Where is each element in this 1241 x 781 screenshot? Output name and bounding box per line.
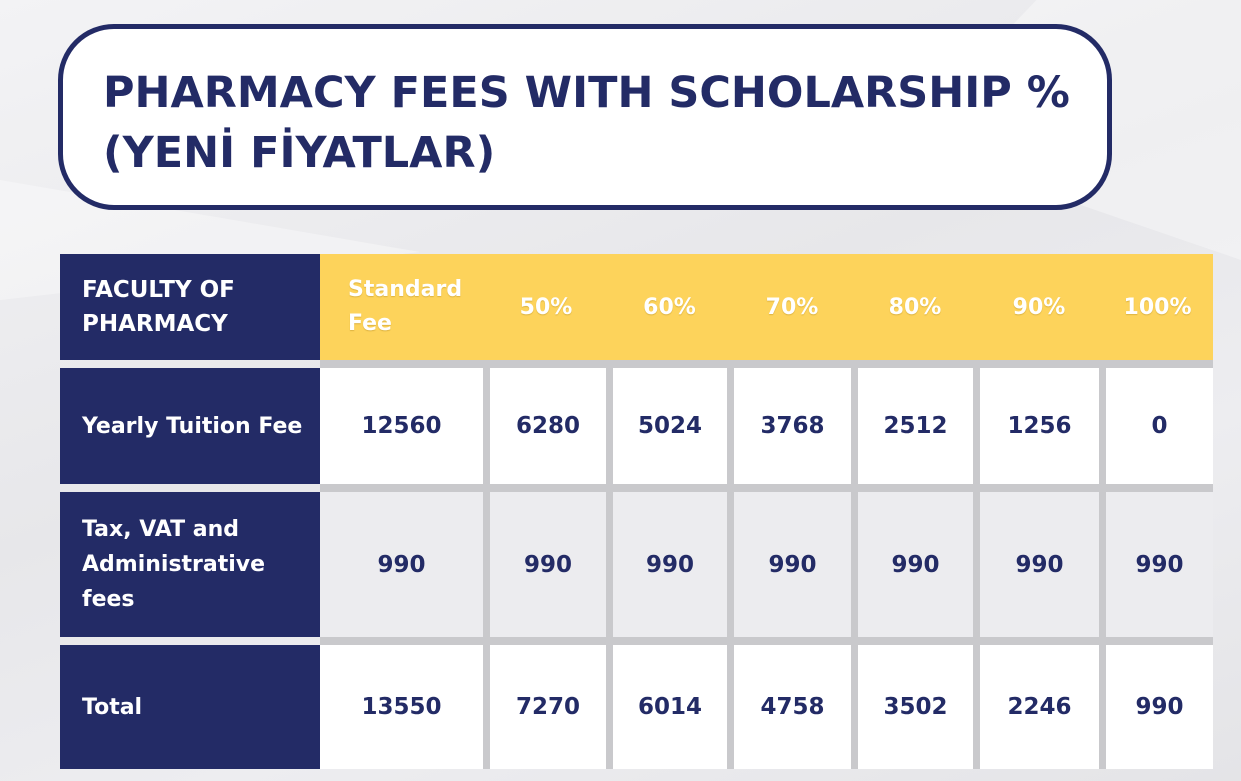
column-header-50: 50% [519, 294, 573, 320]
table-row [320, 368, 1213, 484]
column-divider [606, 360, 613, 769]
page-title: PHARMACY FEES WITH SCHOLARSHIP % (YENİ F… [103, 63, 1070, 183]
column-divider [483, 360, 490, 769]
row-label-line: Yearly Tuition Fee [82, 413, 303, 439]
column-header-90: 90% [1012, 294, 1066, 320]
table-cell: 6014 [637, 694, 702, 720]
table-body: 12560 6280 5024 3768 2512 1256 0 990 990… [320, 360, 1213, 769]
row-label-column: FACULTY OF PHARMACY Yearly Tuition Fee T… [60, 254, 320, 769]
table-row [320, 645, 1213, 769]
title-box: PHARMACY FEES WITH SCHOLARSHIP % (YENİ F… [58, 24, 1112, 210]
row-label-line: fees [82, 587, 135, 612]
column-header-row: Standard Fee 50% 60% 70% 80% 90% 100% [320, 254, 1213, 360]
table-cell: 990 [523, 551, 572, 578]
row-label-line: Administrative [82, 552, 266, 577]
column-header-line: Fee [348, 311, 392, 336]
table-row [320, 492, 1213, 637]
table-cell: 7270 [515, 694, 580, 720]
row-label-line: Total [82, 694, 143, 720]
table-cell: 990 [645, 551, 694, 578]
table-cell: 12560 [361, 413, 442, 439]
column-divider [1099, 360, 1106, 769]
row-label-total: Total [60, 645, 320, 769]
table-cell: 2246 [1007, 694, 1072, 720]
column-divider [727, 360, 734, 769]
row-label-tax-vat: Tax, VAT and Administrative fees [60, 492, 320, 637]
corner-header-cell: FACULTY OF PHARMACY [60, 254, 320, 360]
table-cell: 2512 [883, 413, 948, 439]
table-cell: 990 [891, 551, 940, 578]
title-line-2: (YENİ FİYATLAR) [103, 128, 496, 178]
corner-header-line: FACULTY OF [82, 277, 235, 303]
table-cell: 4758 [760, 694, 825, 720]
column-header-standard-fee: Standard Fee [320, 254, 483, 360]
table-cell: 0 [1151, 413, 1168, 439]
row-label-line: Tax, VAT and [82, 517, 239, 542]
corner-header-line: PHARMACY [82, 311, 228, 337]
table-cell: 990 [377, 551, 426, 578]
column-header-80: 80% [888, 294, 942, 320]
column-divider [973, 360, 980, 769]
table-cell: 990 [1135, 694, 1184, 720]
column-header-100: 100% [1123, 294, 1192, 320]
table-cell: 3768 [760, 413, 825, 439]
title-line-1: PHARMACY FEES WITH SCHOLARSHIP % [103, 68, 1070, 118]
column-header-line: Standard [348, 277, 463, 302]
table-cell: 1256 [1007, 413, 1072, 439]
table-cell: 13550 [361, 694, 442, 720]
column-header-70: 70% [765, 294, 819, 320]
table-cell: 990 [768, 551, 817, 578]
table-cell: 990 [1015, 551, 1064, 578]
table-cell: 3502 [883, 694, 948, 720]
column-divider [851, 360, 858, 769]
column-header-60: 60% [643, 294, 696, 320]
row-label-yearly-tuition: Yearly Tuition Fee [60, 368, 320, 484]
table-cell: 6280 [515, 413, 580, 439]
table-cell: 5024 [637, 413, 702, 439]
fees-table: FACULTY OF PHARMACY Yearly Tuition Fee T… [60, 254, 1213, 769]
table-cell: 990 [1135, 551, 1184, 578]
